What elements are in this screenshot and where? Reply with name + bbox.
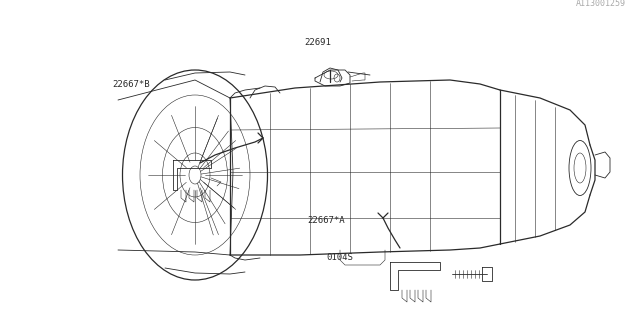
- Text: 22667*B: 22667*B: [112, 80, 150, 89]
- Text: 22691: 22691: [304, 38, 331, 47]
- Text: 22667*A: 22667*A: [307, 216, 345, 225]
- Text: 0104S: 0104S: [326, 253, 353, 262]
- Text: A113001259: A113001259: [576, 0, 626, 8]
